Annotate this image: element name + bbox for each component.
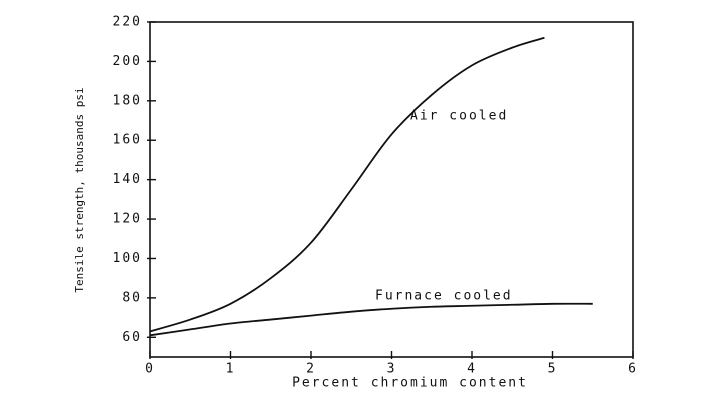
y-tick-label: 180 [113, 93, 142, 108]
y-tick-label: 100 [113, 251, 142, 266]
series-label: Air cooled [410, 109, 508, 124]
data-line [149, 36, 545, 333]
y-tick-label: 60 [122, 330, 142, 345]
x-tick-label: 1 [226, 362, 236, 377]
series-label: Furnace cooled [375, 289, 513, 304]
x-tick-label: 4 [467, 362, 477, 377]
y-tick-label: 200 [113, 54, 142, 69]
x-tick-label: 0 [145, 362, 155, 377]
y-axis-label: Tensile strength, thousands psi [73, 87, 86, 292]
x-tick-label: 6 [628, 362, 638, 377]
data-line [149, 302, 593, 337]
y-tick-label: 160 [113, 133, 142, 148]
y-tick-label: 120 [113, 212, 142, 227]
y-tick-label: 220 [113, 15, 142, 30]
x-tick-label: 3 [387, 362, 397, 377]
x-tick-label: 5 [548, 362, 558, 377]
y-tick-label: 140 [113, 172, 142, 187]
y-tick-label: 80 [122, 290, 142, 305]
x-tick-label: 2 [306, 362, 316, 377]
x-axis-label: Percent chromium content [292, 376, 528, 391]
